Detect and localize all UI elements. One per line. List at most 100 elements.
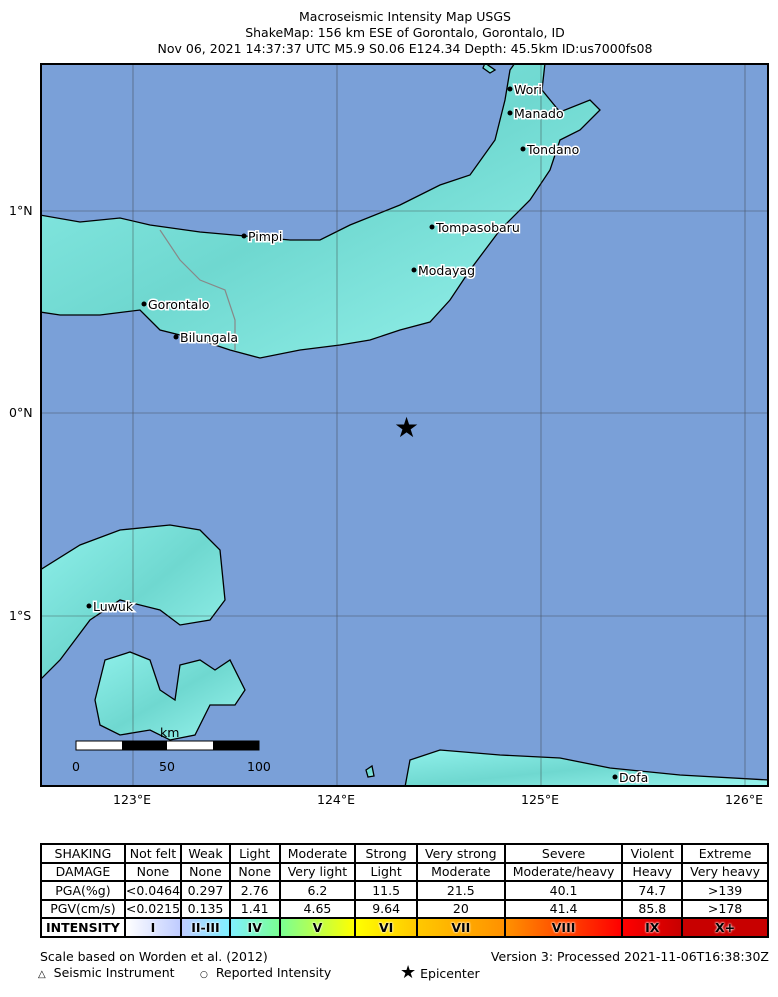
intensity-map[interactable]: Wori Manado Tondano Pimpi Tompasobaru Modayag… [40,63,769,787]
legend-cell: 20 [415,898,506,919]
legend-cell: None [123,861,183,882]
legend-cell: 74.7 [621,880,684,901]
legend-cell: Moderate [278,843,357,864]
star-icon: ★ [400,962,417,983]
lat-label-1s: 1°S [9,608,32,623]
legend-cell: None [180,861,231,882]
land-banggai [94,651,246,741]
intensity-cell: X+ [681,917,769,938]
map-title: Macroseismic Intensity Map USGS [299,9,511,24]
city-label: Modayag [418,263,475,278]
legend-cell: 21.5 [415,880,506,901]
legend-cell: SHAKING [40,843,126,864]
scale-tick-0: 0 [72,759,80,774]
legend-cell: 0.297 [180,880,231,901]
reported-intensity-label: Reported Intensity [215,965,332,980]
legend-cell: None [228,861,281,882]
legend-cell: PGV(cm/s) [40,898,126,919]
legend-cell: Violent [621,843,684,864]
city-marker-icon [429,224,435,230]
seismic-instrument-label: Seismic Instrument [53,965,175,980]
intensity-cell: VII [415,917,506,938]
legend-cell: Light [228,843,281,864]
triangle-icon: △ [38,969,46,980]
legend-cell: DAMAGE [40,861,126,882]
scale-tick-50: 50 [159,759,175,774]
intensity-cell: VIII [503,917,624,938]
city-label: Bilungala [180,330,238,345]
legend-cell: >139 [681,880,769,901]
city-label: Wori [514,82,542,97]
legend-row: PGA(%g) <0.0464 0.297 2.76 6.2 11.5 21.5 40.1 74… [40,880,769,901]
city-label: Pimpi [248,229,282,244]
lon-label-123: 123°E [113,792,152,807]
city-label: Manado [514,106,564,121]
map-canvas: Wori Manado Tondano Pimpi Tompasobaru Modayag… [42,65,767,785]
city-label: Luwuk [93,599,134,614]
legend-cell: Extreme [681,843,769,864]
land-north-arm [42,65,601,359]
legend-cell: 2.76 [228,880,281,901]
map-subtitle: ShakeMap: 156 km ESE of Gorontalo, Goron… [245,25,565,40]
legend-cell: Very heavy [681,861,769,882]
legend-cell: <0.0215 [123,898,183,919]
city-marker-icon [507,86,513,92]
version-note: Version 3: Processed 2021-11-06T16:38:30… [490,949,769,964]
circle-icon: ○ [200,970,208,980]
legend-cell: Not felt [123,843,183,864]
legend-cell: PGA(%g) [40,880,126,901]
land-east-arm [42,524,226,679]
epicenter-label: Epicenter [420,966,480,981]
legend-cell: 85.8 [621,898,684,919]
scale-unit: km [160,725,179,740]
city-marker-icon [411,267,417,273]
event-info: Nov 06, 2021 14:37:37 UTC M5.9 S0.06 E12… [157,41,653,56]
legend-cell: 0.135 [180,898,231,919]
legend-cell: 9.64 [354,898,418,919]
legend-cell: Weak [180,843,231,864]
legend-cell: Severe [503,843,624,864]
city-label: Tompasobaru [435,220,520,235]
lon-label-125: 125°E [521,792,560,807]
intensity-cell: INTENSITY [40,917,126,938]
city-label: Tondano [526,142,579,157]
intensity-cell: IV [228,917,281,938]
intensity-row: INTENSITY I II-III IV V VI VII VIII IX X+ [40,917,769,938]
legend-cell: Moderate [415,861,506,882]
legend-row: DAMAGE None None None Very light Light Moderat… [40,861,769,882]
scale-bar: km 0 50 100 [72,725,271,774]
legend-cell: 11.5 [354,880,418,901]
intensity-cell: VI [354,917,418,938]
legend-cell: <0.0464 [123,880,183,901]
epicenter-star-icon: ★ [394,411,419,444]
legend-cell: Light [354,861,418,882]
intensity-cell: II-III [180,917,231,938]
lon-label-124: 124°E [317,792,356,807]
city-label: Dofa [619,770,648,785]
scale-tick-100: 100 [247,759,271,774]
legend-cell: Strong [354,843,418,864]
city-label: Gorontalo [148,297,209,312]
intensity-cell: V [278,917,357,938]
city-marker-icon [141,301,147,307]
city-marker-icon [507,110,513,116]
land-south-island [404,749,767,785]
city-marker-icon [520,146,526,152]
legend-cell: >178 [681,898,769,919]
legend-cell: Moderate/heavy [503,861,624,882]
legend-row: SHAKING Not felt Weak Light Moderate Strong Ve… [40,843,769,864]
intensity-legend-table: SHAKING Not felt Weak Light Moderate Strong Ve… [40,843,769,938]
legend-cell: 1.41 [228,898,281,919]
lat-label-1n: 1°N [9,203,33,218]
legend-row: PGV(cm/s) <0.0215 0.135 1.41 4.65 9.64 20 41.4 8… [40,898,769,919]
city-marker-icon [241,233,247,239]
intensity-cell: I [123,917,183,938]
city-marker-icon [86,603,92,609]
legend-cell: Very light [278,861,357,882]
lon-label-126: 126°E [725,792,764,807]
legend-cell: 4.65 [278,898,357,919]
lat-label-0: 0°N [9,405,33,420]
city-marker-icon [173,334,179,340]
legend-cell: Heavy [621,861,684,882]
